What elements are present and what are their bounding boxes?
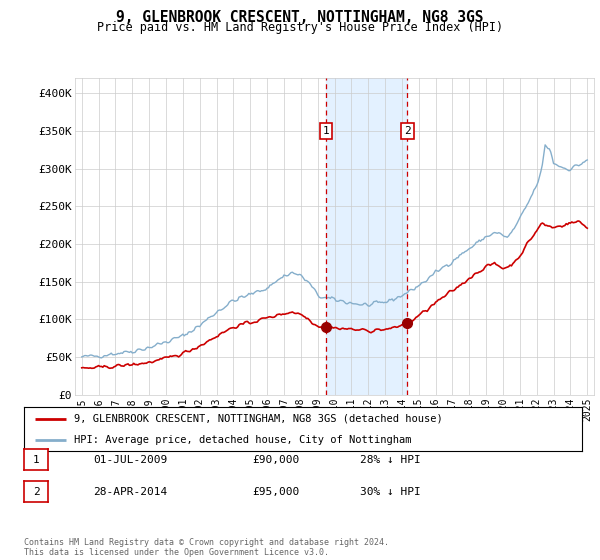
Text: 2: 2 — [32, 487, 40, 497]
Text: 30% ↓ HPI: 30% ↓ HPI — [360, 487, 421, 497]
Text: 1: 1 — [32, 455, 40, 465]
Text: 01-JUL-2009: 01-JUL-2009 — [93, 455, 167, 465]
Text: 9, GLENBROOK CRESCENT, NOTTINGHAM, NG8 3GS: 9, GLENBROOK CRESCENT, NOTTINGHAM, NG8 3… — [116, 10, 484, 25]
Text: Contains HM Land Registry data © Crown copyright and database right 2024.
This d: Contains HM Land Registry data © Crown c… — [24, 538, 389, 557]
Text: £95,000: £95,000 — [252, 487, 299, 497]
Text: 28% ↓ HPI: 28% ↓ HPI — [360, 455, 421, 465]
Text: 1: 1 — [323, 126, 329, 136]
Text: 28-APR-2014: 28-APR-2014 — [93, 487, 167, 497]
Text: HPI: Average price, detached house, City of Nottingham: HPI: Average price, detached house, City… — [74, 435, 412, 445]
Text: Price paid vs. HM Land Registry's House Price Index (HPI): Price paid vs. HM Land Registry's House … — [97, 21, 503, 34]
Text: £90,000: £90,000 — [252, 455, 299, 465]
Text: 2: 2 — [404, 126, 411, 136]
Text: 9, GLENBROOK CRESCENT, NOTTINGHAM, NG8 3GS (detached house): 9, GLENBROOK CRESCENT, NOTTINGHAM, NG8 3… — [74, 414, 443, 424]
Bar — [326, 78, 407, 395]
